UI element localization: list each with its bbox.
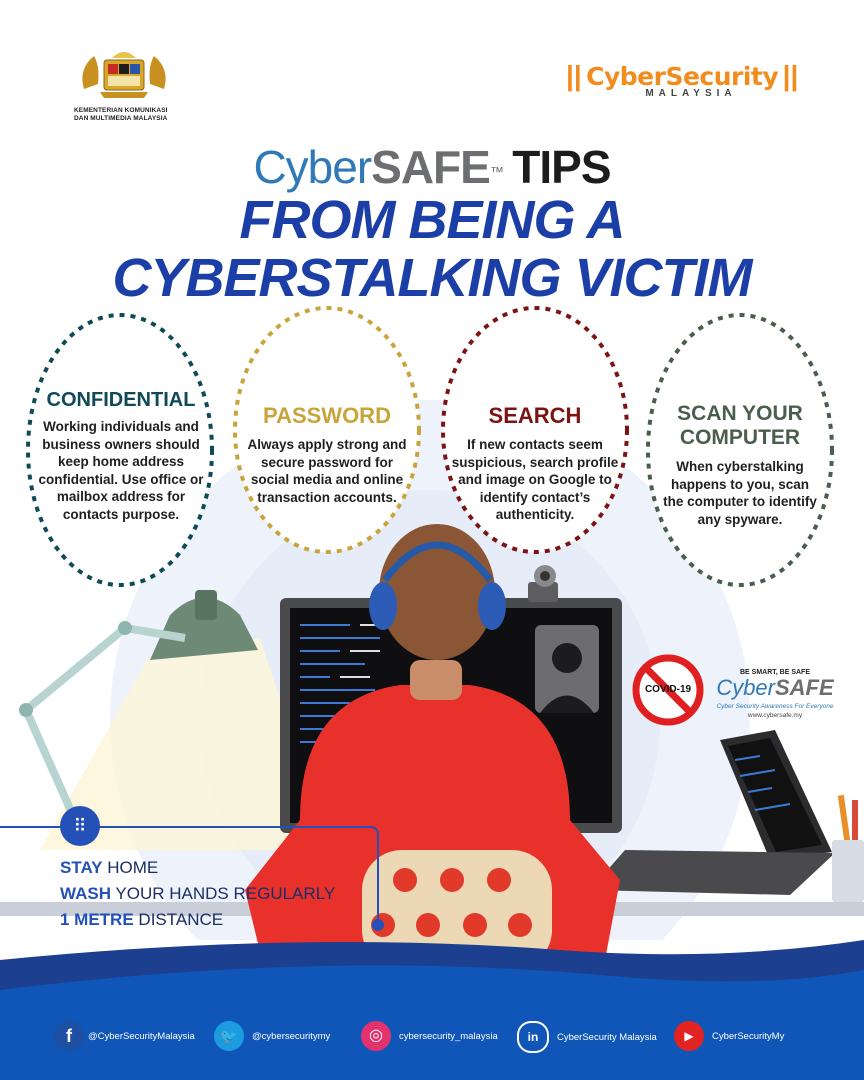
social-handle: @CyberSecurityMalaysia (88, 1030, 195, 1042)
ministry-name-line1: KEMENTERIAN KOMUNIKASI (74, 107, 168, 114)
tip-body: Always apply strong and secure password … (247, 437, 407, 505)
tip-body: Working individuals and business owners … (38, 419, 204, 522)
covid-tip-wash-hands: WASH YOUR HANDS REGULARLY (60, 884, 336, 903)
footer-wave (0, 940, 864, 1080)
social-twitter[interactable]: 🐦 @cybersecuritymy (214, 1021, 330, 1051)
linkedin-icon: in (517, 1021, 549, 1053)
cybersecurity-logo: || CyberSecurity || MALAYSIA (566, 60, 816, 99)
social-handle: cybersecurity_malaysia (399, 1030, 498, 1042)
facebook-icon: f (54, 1021, 84, 1051)
title-line1: CyberSAFE™ TIPS (0, 140, 864, 194)
ministry-crest: KEMENTERIAN KOMUNIKASI DAN MULTIMEDIA MA… (74, 44, 174, 123)
cybersafe-logo: BE SMART, BE SAFE CyberSAFE Cyber Securi… (714, 669, 836, 719)
desk-illustration (0, 524, 864, 960)
instagram-icon: ◎ (361, 1021, 391, 1051)
social-youtube[interactable]: ▶ CyberSecurityMy (674, 1021, 784, 1051)
tip-heading: SEARCH (488, 403, 582, 428)
title-line3: CYBERSTALKING VICTIM (112, 248, 753, 308)
social-instagram[interactable]: ◎ cybersecurity_malaysia (361, 1021, 498, 1051)
cybersafe-url: www.cybersafe.my (747, 712, 803, 719)
title-tips: TIPS (512, 141, 611, 193)
social-linkedin[interactable]: in CyberSecurity Malaysia (517, 1021, 657, 1053)
pencil-cup-icon (832, 794, 864, 902)
brand-country: MALAYSIA (645, 88, 737, 99)
twitter-icon: 🐦 (214, 1021, 244, 1051)
crest-icon (82, 52, 166, 98)
social-handle: CyberSecurityMy (712, 1030, 785, 1042)
tip-body: If new contacts seem suspicious, search … (451, 437, 619, 522)
cybersafe-name-safe: SAFE (775, 675, 834, 700)
tip-bubbles (26, 306, 834, 587)
social-handle: @cybersecuritymy (252, 1030, 331, 1042)
tip-heading: PASSWORD (263, 403, 391, 428)
covid-guide-line (0, 826, 379, 920)
covid-tip-stay-home: STAY HOME (60, 858, 159, 877)
cybersafe-tagline: BE SMART, BE SAFE (739, 669, 810, 676)
tip-heading: SCAN YOUR COMPUTER (677, 402, 803, 449)
tip-scan-computer: SCAN YOUR COMPUTER When cyberstalking ha… (660, 402, 820, 528)
title-safe: SAFE (371, 141, 491, 193)
tip-search: SEARCH If new contacts seem suspicious, … (448, 404, 622, 524)
tip-password: PASSWORD Always apply strong and secure … (240, 404, 414, 506)
tip-confidential: CONFIDENTIAL Working individuals and bus… (30, 388, 212, 523)
desk-lamp-icon (19, 590, 330, 850)
youtube-icon: ▶ (674, 1021, 704, 1051)
covid-tip-distance: 1 METRE DISTANCE (60, 910, 224, 929)
cybersafe-slogan: Cyber Security Awareness For Everyone (716, 703, 834, 710)
social-handle: CyberSecurity Malaysia (557, 1031, 657, 1043)
social-bar: f @CyberSecurityMalaysia 🐦 @cybersecurit… (54, 1021, 844, 1053)
logo-bar-left: || (566, 60, 582, 91)
covid-no-sign-icon (632, 654, 704, 726)
logo-bar-right: || (782, 60, 799, 91)
tip-body: When cyberstalking happens to you, scan … (663, 459, 817, 527)
title-tm: ™ (489, 163, 504, 180)
ministry-name-line2: DAN MULTIMEDIA MALAYSIA (74, 115, 168, 122)
social-facebook[interactable]: f @CyberSecurityMalaysia (54, 1021, 195, 1051)
tip-heading: CONFIDENTIAL (46, 389, 196, 411)
laptop-icon (590, 730, 835, 895)
covid-badge: COVID-19 (644, 684, 692, 695)
cybersafe-name-cyber: Cyber (716, 675, 775, 700)
brand-name: CyberSecurity (586, 62, 779, 91)
title-cyber: Cyber (253, 141, 372, 193)
covid-tips: STAY HOME WASH YOUR HANDS REGULARLY 1 ME… (60, 855, 335, 933)
person-illustration (245, 524, 620, 960)
hand-wash-icon: ⠿ (60, 806, 100, 846)
title-line2: FROM BEING A (239, 190, 626, 250)
